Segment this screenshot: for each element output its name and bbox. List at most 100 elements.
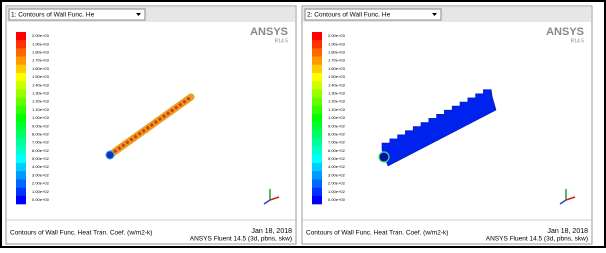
colorbar-swatch <box>312 114 322 122</box>
colorbar-swatch <box>312 57 322 65</box>
colorbar-label: 4.00e+02 <box>32 164 50 169</box>
colorbar-swatch <box>16 106 26 114</box>
colorbar-label: 1.00e+03 <box>32 115 50 120</box>
colorbar-swatch <box>16 32 26 40</box>
colorbar-label: 1.50e+03 <box>32 74 50 79</box>
screenshot: 1: Contours of Wall Func. HeANSYSR14.52.… <box>0 0 606 248</box>
colorbar-swatch <box>16 171 26 179</box>
colorbar-label: 1.10e+03 <box>328 107 346 112</box>
colorbar-swatch <box>312 98 322 106</box>
colorbar-label: 9.00e+02 <box>328 123 346 128</box>
colorbar-label: 1.90e+03 <box>328 41 346 46</box>
ansys-logo: ANSYS <box>250 26 288 38</box>
colorbar-swatch <box>312 196 322 204</box>
colorbar-label: 2.00e+03 <box>32 33 50 38</box>
colorbar-swatch <box>312 122 322 130</box>
colorbar-swatch <box>16 65 26 73</box>
view-dropdown[interactable]: 2: Contours of Wall Func. He <box>305 9 441 20</box>
pipe-inlet <box>106 151 114 159</box>
colorbar-swatch <box>16 130 26 138</box>
colorbar-label: 1.60e+03 <box>32 66 50 71</box>
colorbar-label: 1.00e+02 <box>328 189 346 194</box>
colorbar-label: 8.00e+02 <box>328 131 346 136</box>
colorbar-swatch <box>312 171 322 179</box>
colorbar-swatch <box>16 73 26 81</box>
colorbar-label: 7.00e+02 <box>32 140 50 145</box>
dropdown-label: 1: Contours of Wall Func. He <box>11 12 95 19</box>
ansys-version: R14.5 <box>275 38 289 44</box>
colorbar-label: 1.20e+03 <box>32 99 50 104</box>
colorbar-swatch <box>312 163 322 171</box>
colorbar-swatch <box>312 81 322 89</box>
view-dropdown[interactable]: 1: Contours of Wall Func. He <box>9 9 145 20</box>
colorbar-swatch <box>16 48 26 56</box>
colorbar-label: 0.00e+00 <box>328 197 346 202</box>
colorbar-swatch <box>16 40 26 48</box>
colorbar-label: 6.00e+02 <box>32 148 50 153</box>
viewport-panel: 1: Contours of Wall Func. He ANSYSR14.5 2.… <box>6 6 296 244</box>
colorbar-label: 1.90e+03 <box>32 41 50 46</box>
colorbar-label: 5.00e+02 <box>328 156 346 161</box>
colorbar-label: 1.40e+03 <box>328 82 346 87</box>
colorbar-swatch <box>312 130 322 138</box>
colorbar-label: 1.20e+03 <box>328 99 346 104</box>
colorbar-swatch <box>16 196 26 204</box>
colorbar-label: 7.00e+02 <box>328 140 346 145</box>
colorbar-label: 0.00e+00 <box>32 197 50 202</box>
colorbar-swatch <box>312 147 322 155</box>
colorbar-label: 1.80e+03 <box>328 50 346 55</box>
colorbar-swatch <box>16 114 26 122</box>
footer-title: Contours of Wall Func. Heat Tran. Coef. … <box>10 230 152 237</box>
footer-title: Contours of Wall Func. Heat Tran. Coef. … <box>306 230 448 237</box>
colorbar-swatch <box>16 188 26 196</box>
colorbar-label: 1.70e+03 <box>32 58 50 63</box>
colorbar-label: 2.00e+02 <box>328 181 346 186</box>
colorbar-swatch <box>16 81 26 89</box>
colorbar-swatch <box>16 122 26 130</box>
colorbar-swatch <box>312 40 322 48</box>
colorbar-label: 1.60e+03 <box>328 66 346 71</box>
pipe-inlet <box>379 152 389 162</box>
footer-date: Jan 18, 2018 <box>548 228 589 235</box>
colorbar-swatch <box>312 65 322 73</box>
colorbar-label: 1.00e+03 <box>328 115 346 120</box>
colorbar-swatch <box>16 147 26 155</box>
footer-solver: ANSYS Fluent 14.5 (3d, pbns, skw) <box>486 236 588 243</box>
colorbar-label: 2.00e+02 <box>32 181 50 186</box>
colorbar-swatch <box>16 138 26 146</box>
colorbar-swatch <box>16 98 26 106</box>
colorbar-swatch <box>312 179 322 187</box>
colorbar-swatch <box>16 57 26 65</box>
colorbar-label: 1.40e+03 <box>32 82 50 87</box>
colorbar-swatch <box>312 138 322 146</box>
colorbar-swatch <box>312 188 322 196</box>
colorbar-swatch <box>312 73 322 81</box>
dropdown-label: 2: Contours of Wall Func. He <box>307 12 391 19</box>
footer-solver: ANSYS Fluent 14.5 (3d, pbns, skw) <box>190 236 292 243</box>
colorbar-label: 1.10e+03 <box>32 107 50 112</box>
colorbar-label: 1.70e+03 <box>328 58 346 63</box>
colorbar-swatch <box>16 155 26 163</box>
colorbar-label: 9.00e+02 <box>32 123 50 128</box>
colorbar-label: 1.00e+02 <box>32 189 50 194</box>
colorbar-label: 4.00e+02 <box>328 164 346 169</box>
colorbar-label: 1.50e+03 <box>328 74 346 79</box>
colorbar-swatch <box>312 48 322 56</box>
colorbar-label: 3.00e+02 <box>32 172 50 177</box>
colorbar-label: 6.00e+02 <box>328 148 346 153</box>
colorbar-label: 2.00e+03 <box>328 33 346 38</box>
ansys-logo: ANSYS <box>546 26 584 38</box>
colorbar-swatch <box>312 106 322 114</box>
colorbar-swatch <box>312 32 322 40</box>
colorbar-label: 8.00e+02 <box>32 131 50 136</box>
ansys-version: R14.5 <box>571 38 585 44</box>
colorbar-swatch <box>16 89 26 97</box>
colorbar-swatch <box>312 89 322 97</box>
colorbar-swatch <box>312 155 322 163</box>
colorbar-swatch <box>16 179 26 187</box>
colorbar-label: 3.00e+02 <box>328 172 346 177</box>
colorbar-label: 5.00e+02 <box>32 156 50 161</box>
colorbar-swatch <box>16 163 26 171</box>
colorbar-label: 1.80e+03 <box>32 50 50 55</box>
